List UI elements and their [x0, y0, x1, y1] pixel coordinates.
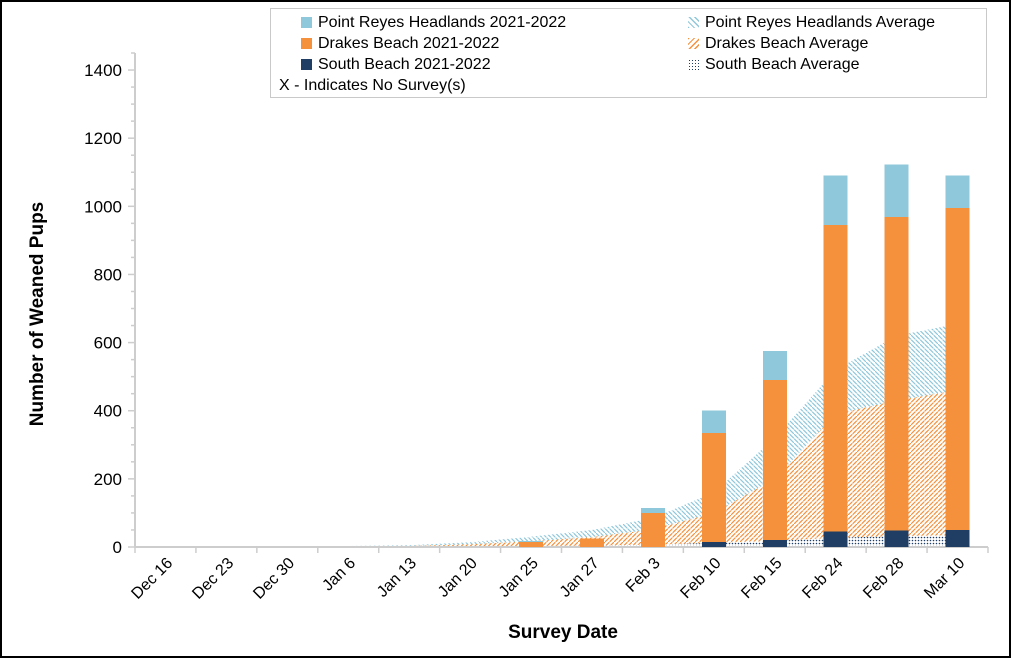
x-tick-label: Dec 23: [189, 555, 237, 603]
legend-item-south-2021: South Beach 2021-2022: [301, 56, 688, 74]
y-axis-title: Number of Weaned Pups: [27, 201, 48, 427]
x-tick-label: Jan 13: [374, 555, 420, 601]
prh-average-swatch-icon: [688, 17, 699, 28]
bar-segment: [701, 410, 726, 433]
legend-item-drakes-average: Drakes Beach Average: [688, 35, 868, 53]
bar-segment: [884, 217, 909, 531]
drakes-average-swatch-icon: [688, 38, 699, 49]
chart-legend: Point Reyes Headlands 2021-2022 Point Re…: [270, 8, 987, 98]
bar-segment: [579, 538, 604, 547]
bar-segment: [701, 432, 726, 542]
bar-series: [519, 164, 970, 547]
x-tick-label: Feb 28: [860, 555, 907, 602]
no-survey-note: X - Indicates No Survey(s): [279, 76, 466, 94]
y-tick-label: 400: [94, 402, 122, 421]
bar-segment: [762, 351, 787, 381]
legend-item-drakes-2021: Drakes Beach 2021-2022: [301, 35, 688, 53]
south-average-swatch-icon: [688, 59, 699, 70]
y-tick-label: 1000: [84, 197, 122, 216]
legend-item-prh-2021: Point Reyes Headlands 2021-2022: [301, 14, 688, 32]
legend-item-prh-average: Point Reyes Headlands Average: [688, 14, 935, 32]
bar-segment: [762, 540, 787, 547]
average-area-series: [165, 323, 958, 547]
x-tick-label: Feb 3: [623, 555, 664, 596]
bar-segment: [884, 530, 909, 547]
x-tick-label: Jan 27: [557, 555, 603, 601]
area-band: [165, 535, 958, 547]
prh-2021-swatch-icon: [301, 17, 312, 28]
area-band: [165, 323, 958, 547]
legend-label: Point Reyes Headlands 2021-2022: [318, 13, 567, 31]
x-tick-label: Mar 10: [921, 555, 968, 602]
bar-segment: [519, 540, 544, 543]
y-tick-label: 200: [94, 470, 122, 489]
bar-segment: [884, 164, 909, 218]
bar-segment: [640, 508, 665, 513]
y-tick-label: 1400: [84, 61, 122, 80]
bar-segment: [945, 208, 970, 530]
bar-segment: [823, 225, 848, 532]
legend-label: Drakes Beach 2021-2022: [318, 34, 500, 52]
legend-row: Point Reyes Headlands 2021-2022 Point Re…: [271, 12, 986, 33]
bar-segment: [945, 175, 970, 209]
bar-segment: [823, 531, 848, 547]
y-tick-label: 1200: [84, 129, 122, 148]
area-band: [165, 390, 958, 547]
legend-label: South Beach Average: [705, 55, 860, 73]
y-tick-label: 800: [94, 265, 122, 284]
legend-label: South Beach 2021-2022: [318, 55, 491, 73]
legend-label: Drakes Beach Average: [705, 34, 869, 52]
bar-segment: [823, 175, 848, 226]
x-tick-label: Dec 30: [250, 555, 298, 603]
bar-segment: [519, 542, 544, 547]
x-tick-label: Jan 25: [496, 555, 542, 601]
y-tick-label: 600: [94, 334, 122, 353]
x-tick-label: Jan 6: [319, 555, 359, 595]
x-tick-label: Feb 24: [799, 555, 846, 602]
bar-segment: [701, 541, 726, 547]
bar-segment: [945, 529, 970, 547]
drakes-2021-swatch-icon: [301, 38, 312, 49]
y-tick-label: 0: [113, 538, 122, 557]
legend-item-south-average: South Beach Average: [688, 56, 860, 74]
legend-row-note: X - Indicates No Survey(s): [271, 75, 986, 96]
legend-label: Point Reyes Headlands Average: [705, 13, 936, 31]
x-tick-label: Jan 20: [435, 555, 481, 601]
legend-row: South Beach 2021-2022 South Beach Averag…: [271, 54, 986, 75]
x-tick-label: Feb 15: [738, 555, 785, 602]
bar-segment: [640, 512, 665, 547]
x-tick-label: Feb 10: [677, 555, 724, 602]
x-tick-label: Dec 16: [128, 555, 176, 603]
bar-segment: [762, 380, 787, 541]
legend-row: Drakes Beach 2021-2022 Drakes Beach Aver…: [271, 33, 986, 54]
south-2021-swatch-icon: [301, 59, 312, 70]
x-axis-title: Survey Date: [508, 622, 618, 643]
